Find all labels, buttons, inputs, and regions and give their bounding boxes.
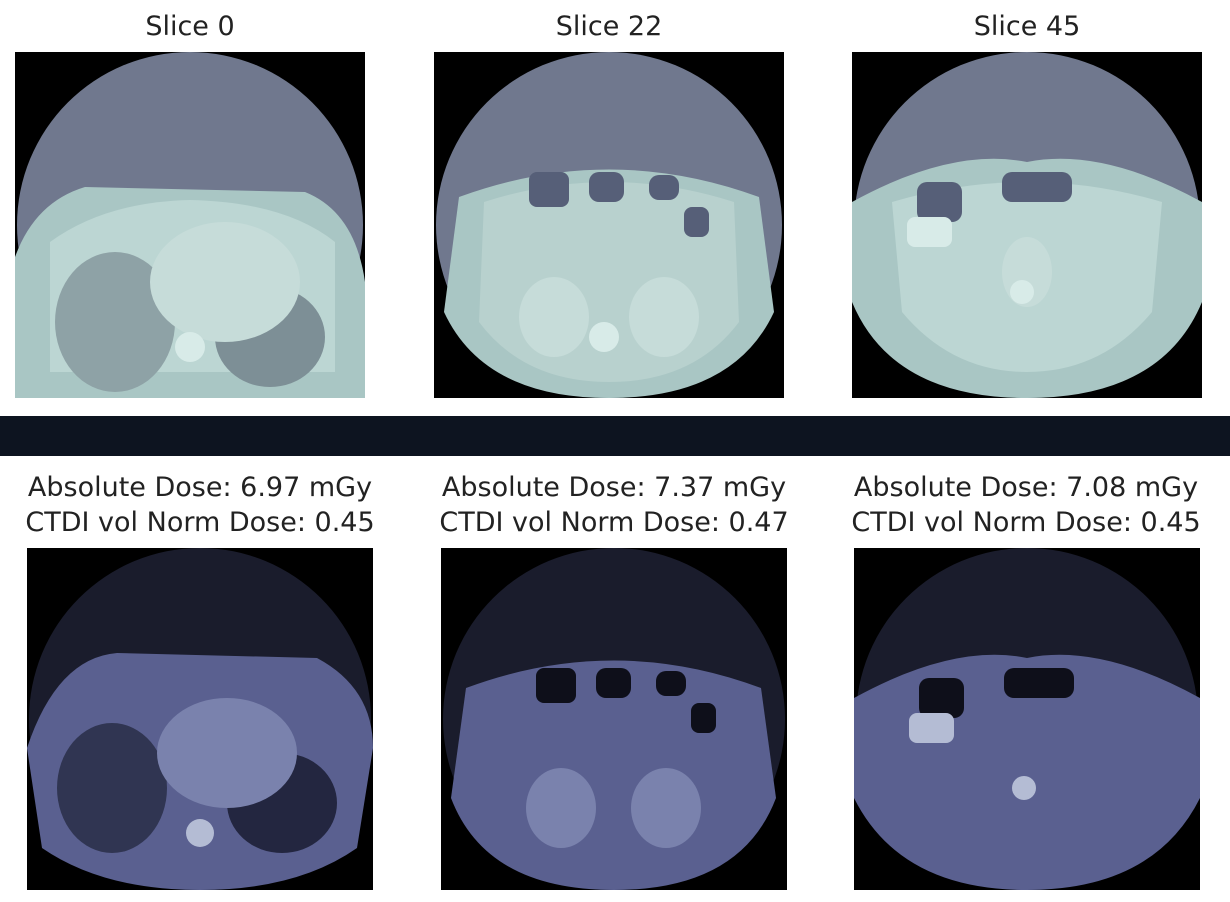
ct-slice-22-image [434, 52, 784, 398]
dose-map-slice-0-image [27, 548, 373, 890]
slice-0-title: Slice 0 [145, 11, 235, 42]
slice-22-title: Slice 22 [555, 11, 663, 42]
dose-22-title: Absolute Dose: 7.37 mGy CTDI vol Norm Do… [414, 470, 814, 540]
dose-45-ctdi: CTDI vol Norm Dose: 0.45 [851, 507, 1201, 538]
dose-map-slice-22-image [441, 548, 787, 890]
dose-22-ctdi: CTDI vol Norm Dose: 0.47 [439, 507, 789, 538]
ct-slice-45-image [852, 52, 1202, 398]
dose-0-ctdi: CTDI vol Norm Dose: 0.45 [25, 507, 375, 538]
dose-0-title: Absolute Dose: 6.97 mGy CTDI vol Norm Do… [0, 470, 400, 540]
dose-45-absolute: Absolute Dose: 7.08 mGy [853, 472, 1199, 503]
dose-22-absolute: Absolute Dose: 7.37 mGy [441, 472, 787, 503]
slice-45-title: Slice 45 [973, 11, 1081, 42]
dose-0-absolute: Absolute Dose: 6.97 mGy [27, 472, 373, 503]
dose-map-slice-45-image [854, 548, 1200, 890]
ct-slice-0-image [15, 52, 365, 398]
dose-45-title: Absolute Dose: 7.08 mGy CTDI vol Norm Do… [826, 470, 1226, 540]
separator-band [0, 416, 1230, 456]
